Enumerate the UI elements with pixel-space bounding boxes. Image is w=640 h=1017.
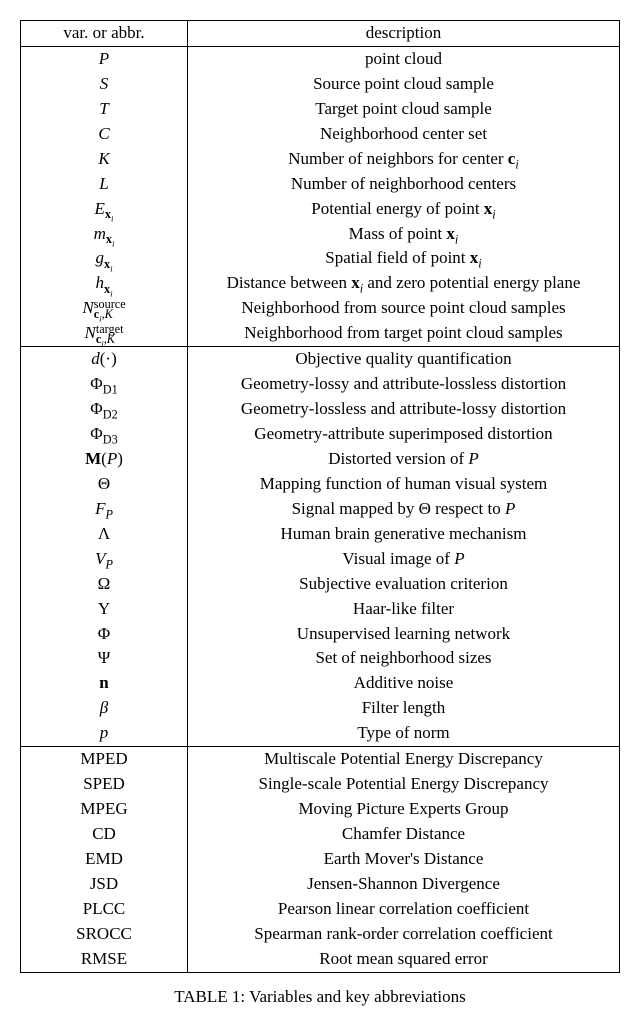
var-cell: Θ (21, 472, 188, 497)
var-cell: SPED (21, 772, 188, 797)
var-cell: Λ (21, 522, 188, 547)
desc-cell: Filter length (188, 696, 620, 721)
desc-cell: Potential energy of point xi (188, 197, 620, 222)
var-cell: EMD (21, 847, 188, 872)
desc-cell: point cloud (188, 46, 620, 71)
var-cell: Nsourceci,K (21, 296, 188, 321)
var-cell: Exi (21, 197, 188, 222)
desc-cell: Mapping function of human visual system (188, 472, 620, 497)
desc-cell: Set of neighborhood sizes (188, 646, 620, 671)
var-cell: Φ (21, 622, 188, 647)
var-cell: VP (21, 547, 188, 572)
notation-table: var. or abbr.descriptionPpoint cloudSSou… (20, 20, 620, 973)
var-cell: gxi (21, 246, 188, 271)
desc-cell: Neighborhood center set (188, 122, 620, 147)
desc-cell: Source point cloud sample (188, 72, 620, 97)
var-cell: JSD (21, 872, 188, 897)
desc-cell: Subjective evaluation criterion (188, 572, 620, 597)
desc-cell: Geometry-attribute superimposed distorti… (188, 422, 620, 447)
var-cell: M(P) (21, 447, 188, 472)
var-cell: MPED (21, 747, 188, 772)
desc-cell: Signal mapped by Θ respect to P (188, 497, 620, 522)
var-cell: ΦD1 (21, 372, 188, 397)
var-cell: FP (21, 497, 188, 522)
var-cell: p (21, 721, 188, 746)
desc-cell: Spearman rank-order correlation coeffici… (188, 922, 620, 947)
desc-cell: Moving Picture Experts Group (188, 797, 620, 822)
desc-cell: Neighborhood from source point cloud sam… (188, 296, 620, 321)
var-cell: SROCC (21, 922, 188, 947)
desc-cell: Distorted version of P (188, 447, 620, 472)
desc-cell: Multiscale Potential Energy Discrepancy (188, 747, 620, 772)
var-cell: Ntargetci,K (21, 321, 188, 346)
desc-cell: Earth Mover's Distance (188, 847, 620, 872)
desc-cell: Geometry-lossy and attribute-lossless di… (188, 372, 620, 397)
var-cell: S (21, 72, 188, 97)
var-cell: P (21, 46, 188, 71)
desc-cell: Target point cloud sample (188, 97, 620, 122)
var-cell: T (21, 97, 188, 122)
desc-cell: description (188, 21, 620, 47)
var-cell: Υ (21, 597, 188, 622)
var-cell: β (21, 696, 188, 721)
desc-cell: Jensen-Shannon Divergence (188, 872, 620, 897)
var-cell: C (21, 122, 188, 147)
desc-cell: Single-scale Potential Energy Discrepanc… (188, 772, 620, 797)
var-cell: ΦD2 (21, 397, 188, 422)
desc-cell: Geometry-lossless and attribute-lossy di… (188, 397, 620, 422)
var-cell: ΦD3 (21, 422, 188, 447)
desc-cell: Mass of point xi (188, 222, 620, 247)
var-cell: var. or abbr. (21, 21, 188, 47)
var-cell: CD (21, 822, 188, 847)
desc-cell: Type of norm (188, 721, 620, 746)
table-caption: TABLE 1: Variables and key abbreviations (10, 987, 630, 1007)
desc-cell: Distance between xi and zero potential e… (188, 271, 620, 296)
desc-cell: Chamfer Distance (188, 822, 620, 847)
desc-cell: Neighborhood from target point cloud sam… (188, 321, 620, 346)
desc-cell: Haar-like filter (188, 597, 620, 622)
var-cell: L (21, 172, 188, 197)
var-cell: K (21, 147, 188, 172)
var-cell: n (21, 671, 188, 696)
desc-cell: Additive noise (188, 671, 620, 696)
desc-cell: Human brain generative mechanism (188, 522, 620, 547)
var-cell: Ψ (21, 646, 188, 671)
var-cell: PLCC (21, 897, 188, 922)
desc-cell: Unsupervised learning network (188, 622, 620, 647)
desc-cell: Spatial field of point xi (188, 246, 620, 271)
var-cell: Ω (21, 572, 188, 597)
var-cell: MPEG (21, 797, 188, 822)
desc-cell: Visual image of P (188, 547, 620, 572)
var-cell: RMSE (21, 947, 188, 972)
desc-cell: Root mean squared error (188, 947, 620, 972)
var-cell: d(·) (21, 347, 188, 372)
desc-cell: Objective quality quantification (188, 347, 620, 372)
var-cell: hxi (21, 271, 188, 296)
desc-cell: Number of neighborhood centers (188, 172, 620, 197)
desc-cell: Pearson linear correlation coefficient (188, 897, 620, 922)
desc-cell: Number of neighbors for center ci (188, 147, 620, 172)
var-cell: mxi (21, 222, 188, 247)
